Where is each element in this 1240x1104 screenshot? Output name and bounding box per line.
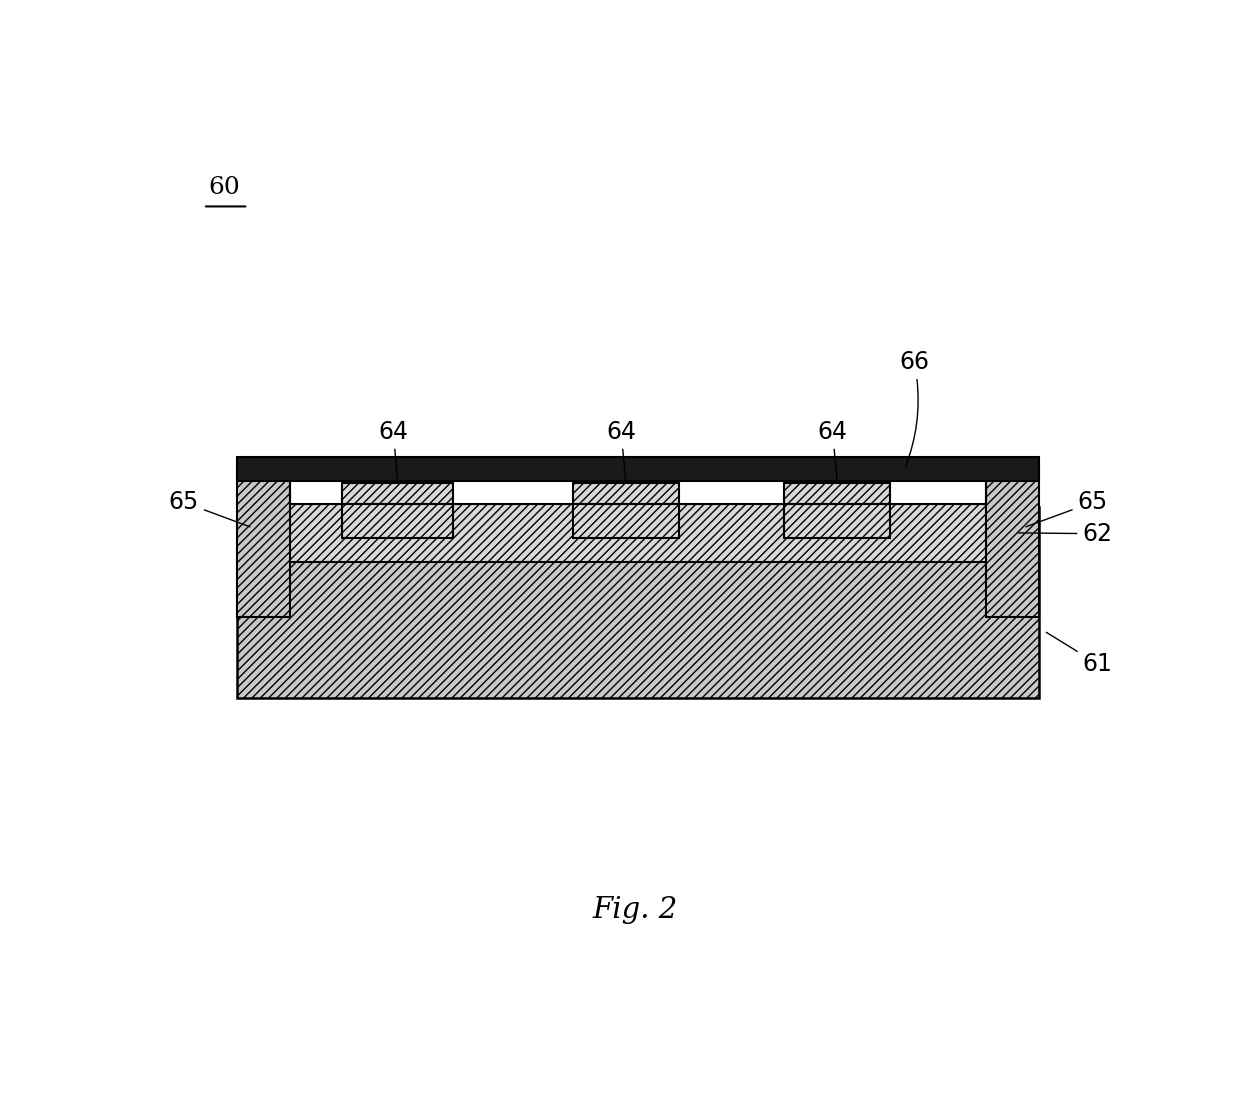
Bar [785,482,890,538]
Bar [290,481,986,503]
Text: 64: 64 [378,420,408,480]
Text: 60: 60 [208,177,241,199]
Text: 64: 64 [817,420,847,480]
Bar [237,507,1039,698]
Bar [573,482,678,538]
Bar [265,503,1011,562]
Text: 61: 61 [1047,633,1112,676]
Text: Fig. 2: Fig. 2 [593,896,678,924]
Bar [342,482,453,538]
Text: 64: 64 [606,420,636,480]
Text: 66: 66 [899,350,929,467]
Text: 65: 65 [169,490,250,527]
Text: 65: 65 [1025,490,1107,527]
Bar [237,457,1039,481]
Bar [237,468,290,617]
Text: 62: 62 [1018,522,1112,545]
Bar [986,468,1039,617]
